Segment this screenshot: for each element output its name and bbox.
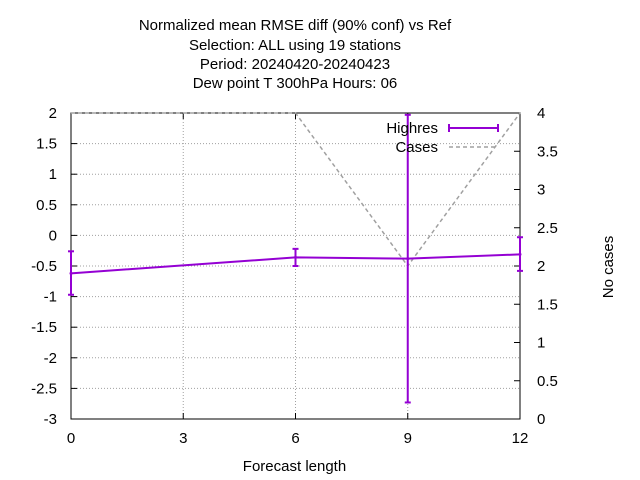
y-tick-label: 1 xyxy=(49,166,57,183)
y-tick-label: 1.5 xyxy=(36,136,57,153)
x-tick-label: 3 xyxy=(179,430,187,447)
y-tick-label: 0 xyxy=(49,227,57,244)
y2-axis-label: No cases xyxy=(600,236,617,299)
cases-series-line xyxy=(71,112,521,268)
highres-data-point xyxy=(69,271,73,275)
highres-data-point xyxy=(294,255,297,259)
legend-label-cases: Cases xyxy=(395,139,438,156)
x-tick-label: 9 xyxy=(404,430,412,447)
y2-tick-label: 0.5 xyxy=(537,373,558,390)
chart-title-line-3: Period: 20240420-20240423 xyxy=(199,56,391,73)
y2-tick-label: 3.5 xyxy=(537,143,558,160)
chart-title-line-4: Dew point T 300hPa Hours: 06 xyxy=(192,75,398,92)
y2-tick-label: 4 xyxy=(537,105,545,122)
y2-tick-label: 1 xyxy=(537,335,545,352)
legend-label-highres: Highres xyxy=(386,120,438,137)
y2-tick-label: 2.5 xyxy=(537,220,558,237)
x-tick-label: 0 xyxy=(67,430,75,447)
y2-tick-label: 2 xyxy=(537,258,545,275)
y2-tick-label: 3 xyxy=(537,182,545,199)
chart-title-line-1: Normalized mean RMSE diff (90% conf) vs … xyxy=(138,17,452,34)
y-tick-label: -1.5 xyxy=(31,319,57,336)
y-tick-label: 0.5 xyxy=(36,197,57,214)
x-axis-label: Forecast length xyxy=(243,458,346,475)
highres-data-point xyxy=(518,252,522,256)
y-tick-label: -0.5 xyxy=(31,258,57,275)
y-tick-label: 2 xyxy=(49,105,57,122)
highres-data-point xyxy=(406,257,410,261)
y2-tick-label: 0 xyxy=(537,411,545,428)
x-tick-label: 12 xyxy=(512,430,529,447)
highres-series-line xyxy=(70,253,521,275)
y-tick-label: -1 xyxy=(44,289,57,306)
y-tick-label: -3 xyxy=(44,411,57,428)
y-tick-label: -2.5 xyxy=(31,380,57,397)
y2-tick-label: 1.5 xyxy=(537,296,558,313)
y-tick-label: -2 xyxy=(44,350,57,367)
x-tick-label: 6 xyxy=(291,430,299,447)
chart-title-line-2: Selection: ALL using 19 stations xyxy=(188,37,402,54)
